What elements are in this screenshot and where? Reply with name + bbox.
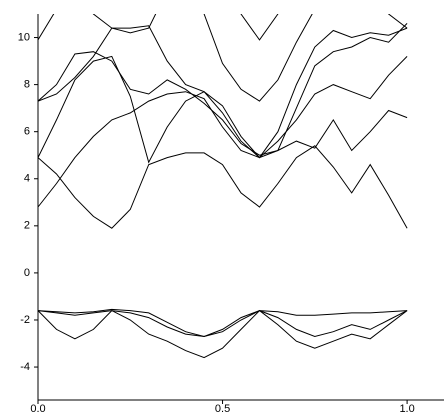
band-line: [38, 308, 408, 338]
band-line: [38, 310, 408, 338]
y-tick-label: -4: [20, 361, 30, 373]
y-tick-label: 6: [24, 126, 30, 138]
plot-area: [38, 14, 408, 359]
band-line: [38, 145, 408, 229]
y-tick-label: 0: [24, 267, 30, 279]
band-line: [38, 14, 408, 102]
band-line: [38, 25, 408, 159]
y-tick-label: 10: [18, 31, 30, 43]
band-line: [240, 14, 279, 41]
y-tick-label: 8: [24, 79, 30, 91]
x-tick-label: 1.0: [399, 403, 414, 414]
band-line: [38, 55, 408, 164]
y-tick-label: 4: [24, 173, 30, 185]
band-line: [38, 91, 408, 208]
band-line: [38, 309, 408, 359]
x-tick-label: 0.5: [215, 403, 230, 414]
x-tick-label: 0.0: [30, 403, 45, 414]
band-line: [38, 23, 408, 156]
y-tick-label: -2: [20, 314, 30, 326]
y-tick-label: 2: [24, 220, 30, 232]
